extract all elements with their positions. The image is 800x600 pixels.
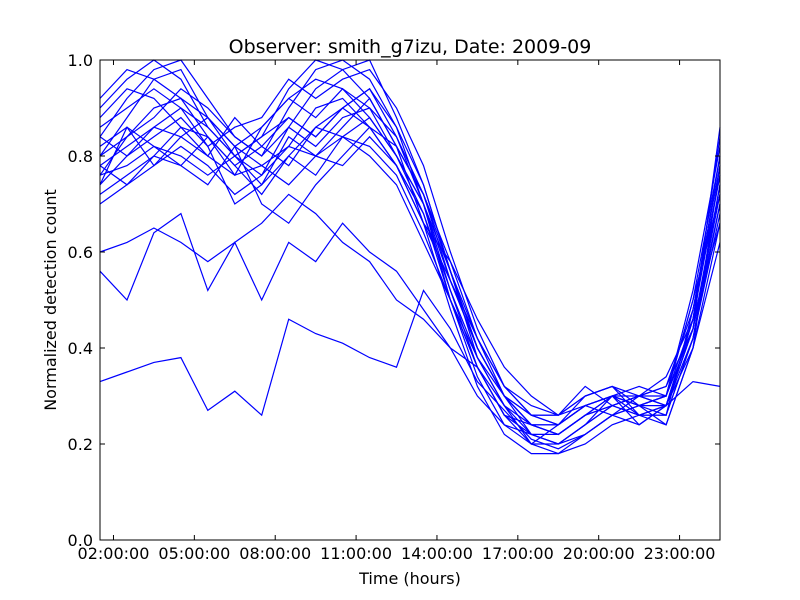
y-tick-label-6: 1.0 bbox=[68, 51, 93, 70]
x-tick-label-4: 11:00:00 bbox=[320, 544, 392, 563]
x-axis-label: Time (hours) bbox=[358, 569, 461, 588]
series-line-11 bbox=[99, 68, 721, 426]
x-axis: 02:00:00 05:00:00 08:00:00 11:00:00 14:00:00… bbox=[78, 60, 716, 563]
x-tick-label-3: 08:00:00 bbox=[239, 544, 311, 563]
y-tick-label-3: 0.4 bbox=[68, 339, 93, 358]
x-tick-label-6: 17:00:00 bbox=[482, 544, 554, 563]
x-tick-label-1: 02:00:00 bbox=[78, 544, 150, 563]
plot-lines bbox=[99, 59, 721, 455]
x-tick-label-5: 14:00:00 bbox=[401, 544, 473, 563]
series-line-17 bbox=[99, 68, 721, 445]
series-line-3 bbox=[99, 127, 721, 445]
x-tick-label-8: 23:00:00 bbox=[644, 544, 716, 563]
series-line-15 bbox=[99, 88, 721, 416]
series-line-18 bbox=[99, 116, 721, 426]
series-line-14 bbox=[99, 136, 721, 435]
series-line-1 bbox=[99, 289, 721, 450]
y-axis-label: Normalized detection count bbox=[41, 189, 60, 411]
x-tick-label-7: 20:00:00 bbox=[563, 544, 635, 563]
series-line-20 bbox=[99, 126, 721, 426]
y-tick-label-4: 0.6 bbox=[68, 243, 93, 262]
y-axis: 0.0 0.2 0.4 0.6 0.8 1.0 bbox=[68, 51, 720, 550]
series-line-19 bbox=[99, 107, 721, 416]
series-line-16 bbox=[99, 136, 721, 416]
x-tick-label-2: 05:00:00 bbox=[158, 544, 230, 563]
series-line-13 bbox=[99, 87, 721, 445]
y-tick-label-1: 0.0 bbox=[68, 531, 93, 550]
y-tick-label-5: 0.8 bbox=[68, 147, 93, 166]
chart-title: Observer: smith_g7izu, Date: 2009-09 bbox=[229, 36, 592, 58]
y-tick-label-2: 0.2 bbox=[68, 435, 93, 454]
plot-frame bbox=[99, 59, 721, 541]
